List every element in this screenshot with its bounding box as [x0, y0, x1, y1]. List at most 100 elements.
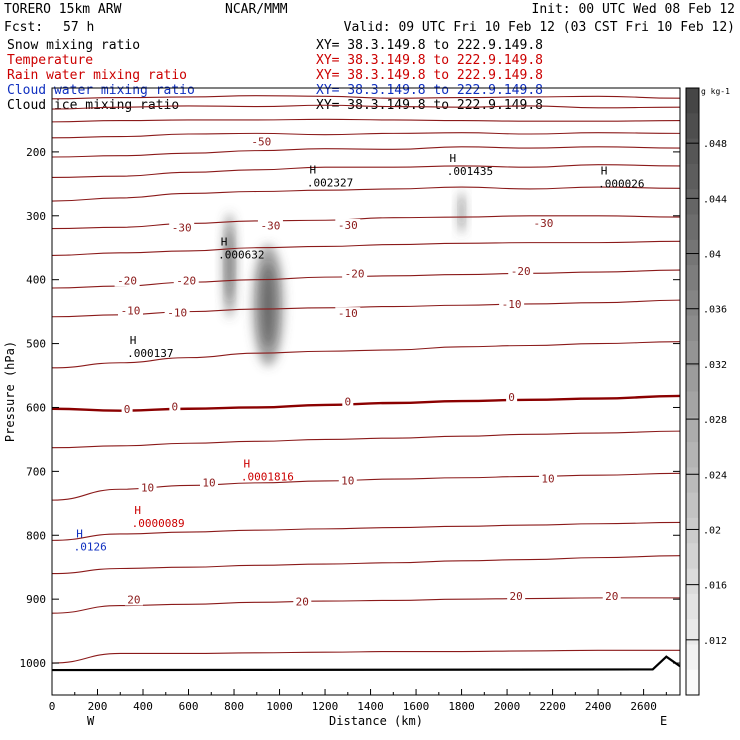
isotherm-label: 0: [172, 400, 179, 413]
field-xy-range: XY= 38.3.149.8 to 222.9.149.8: [316, 68, 543, 83]
extremum-marker: H: [244, 457, 251, 470]
valid-time: Valid: 09 UTC Fri 10 Feb 12 (03 CST Fri …: [344, 20, 735, 35]
snow-ratio-core: [459, 196, 464, 229]
extremum-value: .0001816: [241, 470, 294, 483]
x-tick-label: 1600: [403, 700, 430, 713]
field-xy-range: XY= 38.3.149.8 to 222.9.149.8: [316, 98, 543, 113]
colorbar-band: [686, 290, 699, 317]
isotherm-label-bg: [342, 267, 368, 280]
isotherm-label-bg: [338, 474, 357, 487]
y-tick-label: 1000: [20, 657, 47, 670]
terrain-line: [52, 655, 680, 672]
extremum-marker: H: [130, 334, 137, 347]
colorbar-band: [686, 88, 699, 114]
colorbar-tick-label: .02: [703, 525, 721, 536]
colorbar-band: [686, 189, 699, 215]
isotherm-label-bg: [200, 476, 218, 489]
isotherm-line: [52, 132, 680, 139]
field-name: Rain water mixing ratio: [7, 68, 187, 83]
colorbar-band: [686, 315, 699, 342]
extremum-marker: H: [310, 163, 317, 176]
colorbar-band: [686, 619, 699, 645]
y-tick-label: 800: [26, 529, 46, 542]
isotherm-label-bg: [164, 306, 190, 319]
colorbar-band: [686, 467, 699, 494]
colorbar-unit: g kg-1: [701, 87, 730, 96]
field-name: Cloud water mixing ratio: [7, 83, 195, 98]
init-time: Init: 00 UTC Wed 08 Feb 12: [532, 2, 736, 17]
colorbar-band: [686, 214, 699, 241]
isotherm-line: [52, 521, 680, 541]
isotherm-label: -30: [172, 222, 192, 235]
colorbar-band: [686, 593, 699, 620]
x-tick-label: 2400: [585, 700, 612, 713]
colorbar-tick-label: .028: [703, 415, 727, 426]
isotherm-label: 0: [344, 395, 351, 408]
colorbar-band: [686, 366, 699, 392]
isotherm-label: 20: [127, 593, 140, 606]
colorbar-tick-label: .016: [703, 581, 727, 592]
isotherm-label: 10: [541, 473, 554, 486]
isotherm-label-bg: [124, 593, 143, 606]
isotherm-label: -30: [260, 220, 280, 233]
y-tick-label: 600: [26, 401, 46, 414]
field-name: Temperature: [7, 53, 93, 68]
isotherm-label-bg: [602, 590, 621, 603]
x-tick-label: 1000: [266, 700, 293, 713]
isotherm-line: [52, 555, 680, 575]
isotherm-label: -10: [502, 298, 522, 311]
colorbar-frame: [685, 87, 700, 696]
isotherm-label-bg: [173, 274, 199, 287]
x-tick-label: 2600: [630, 700, 657, 713]
isotherm-label-bg: [539, 472, 558, 485]
extremum-marker: H: [449, 152, 456, 165]
colorbar-band: [686, 391, 699, 418]
isotherm-label-bg: [248, 135, 274, 148]
colorbar-band: [686, 138, 699, 165]
y-tick-label: 400: [26, 274, 46, 287]
x-tick-label: 2200: [539, 700, 566, 713]
extremum-marker: H: [134, 504, 141, 517]
colorbar-band: [686, 568, 699, 595]
field-xy-range: XY= 38.3.149.8 to 222.9.149.8: [316, 38, 543, 53]
isotherm-label: 10: [202, 477, 215, 490]
isotherm-line: [52, 186, 680, 202]
x-tick-label: 600: [179, 700, 199, 713]
snow-ratio-core: [226, 228, 233, 303]
isotherm-line: [52, 597, 680, 614]
isotherm-label: -10: [121, 305, 141, 318]
colorbar-tick-label: .032: [703, 360, 727, 371]
colorbar-band: [686, 163, 699, 190]
x-tick-label: 1400: [357, 700, 384, 713]
extremum-value: .000026: [598, 178, 644, 191]
colorbar-band: [686, 340, 699, 367]
isotherm-label-bg: [530, 217, 556, 230]
isotherm-label: -20: [511, 265, 531, 278]
y-tick-label: 300: [26, 210, 46, 223]
isotherm-label: -50: [251, 135, 271, 148]
isotherm-label: 0: [508, 391, 515, 404]
isotherm-label-bg: [114, 274, 140, 287]
isotherm-line: [52, 104, 680, 110]
isotherm-label: -20: [117, 275, 137, 288]
colorbar-band: [686, 442, 699, 468]
colorbar-tick-label: .012: [703, 636, 727, 647]
x-tick-label: 1800: [448, 700, 475, 713]
isotherm-line: [52, 649, 680, 664]
y-tick-label: 500: [26, 338, 46, 351]
isotherm-label: -30: [338, 219, 358, 232]
x-tick-label: 400: [133, 700, 153, 713]
isotherm-line: [52, 240, 680, 256]
extremum-value: .0000089: [132, 517, 185, 530]
x-tick-label: 800: [224, 700, 244, 713]
colorbar-band: [686, 416, 699, 443]
isotherm-line: [52, 430, 680, 449]
isotherm-label-bg: [257, 219, 283, 232]
plot-frame: [51, 87, 681, 696]
isotherm-label-bg: [169, 221, 195, 234]
isotherm-label-bg: [499, 298, 525, 311]
x-tick-label: 1200: [312, 700, 339, 713]
colorbar-band: [686, 239, 699, 266]
y-tick-label: 200: [26, 146, 46, 159]
isotherm-label-bg: [293, 595, 312, 608]
